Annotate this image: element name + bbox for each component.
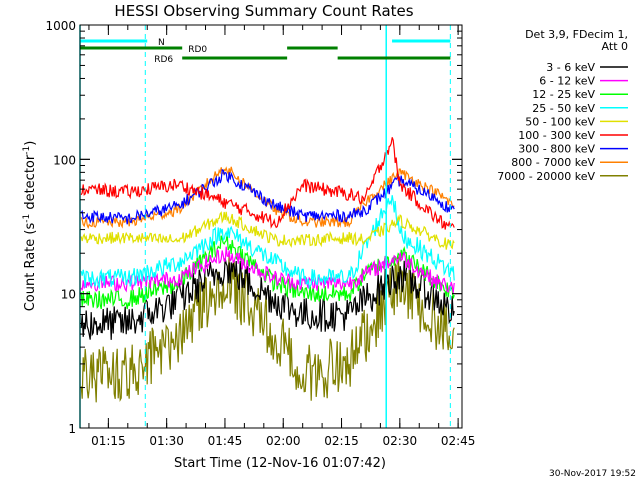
series-line xyxy=(80,211,455,250)
axis-ticks: 1 10 100 1000 01:15 01:30 01:45 02:00 02:15 02:30… xyxy=(45,19,475,448)
legend-label: 50 - 100 keV xyxy=(525,115,595,128)
series-layer xyxy=(80,137,455,403)
segment-label: N xyxy=(158,38,165,48)
series-line xyxy=(80,254,455,403)
y-tick-label: 1000 xyxy=(45,19,76,33)
plot-frame xyxy=(79,24,463,429)
x-tick-label: 02:45 xyxy=(441,434,476,448)
legend-label: 3 - 6 keV xyxy=(546,61,595,74)
segment-bars: N RD0 RD6 xyxy=(80,38,451,65)
y-tick-label: 100 xyxy=(53,153,76,167)
legend-label: 100 - 300 keV xyxy=(518,129,595,142)
legend-label: 25 - 50 keV xyxy=(532,102,595,115)
legend-label: 800 - 7000 keV xyxy=(511,156,595,169)
x-tick-label: 02:30 xyxy=(383,434,418,448)
series-line xyxy=(80,258,455,340)
info-line-1: Det 3,9, FDecim 1, xyxy=(525,28,628,41)
legend-label: 7000 - 20000 keV xyxy=(497,170,595,183)
x-tick-label: 01:45 xyxy=(208,434,243,448)
segment-label: RD0 xyxy=(188,45,207,55)
series-line xyxy=(80,166,455,230)
series-line xyxy=(80,168,455,225)
x-tick-label: 02:00 xyxy=(266,434,301,448)
chart-title: HESSI Observing Summary Count Rates xyxy=(114,2,413,20)
series-line xyxy=(80,137,455,230)
x-tick-label: 01:15 xyxy=(91,434,126,448)
x-tick-label: 02:15 xyxy=(324,434,359,448)
legend-label: 12 - 25 keV xyxy=(532,88,595,101)
legend-label: 300 - 800 keV xyxy=(518,143,595,156)
info-line-2: Att 0 xyxy=(602,40,628,53)
series-line xyxy=(80,195,455,290)
legend-label: 6 - 12 keV xyxy=(539,75,595,88)
x-axis-label: Start Time (12-Nov-16 01:07:42) xyxy=(174,456,386,471)
series-line xyxy=(80,246,455,294)
timestamp: 30-Nov-2017 19:52 xyxy=(549,469,636,479)
y-axis-label: Count Rate (s-1 detector-1) xyxy=(22,141,38,312)
x-tick-label: 01:30 xyxy=(149,434,184,448)
y-tick-label: 10 xyxy=(61,288,76,302)
segment-label: RD6 xyxy=(154,55,173,65)
y-tick-label: 1 xyxy=(68,422,76,436)
